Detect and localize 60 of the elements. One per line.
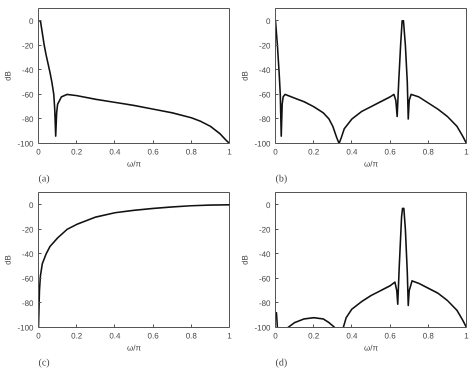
x-tick-label: 1 <box>227 332 232 340</box>
x-tick-label: 0 <box>36 148 42 156</box>
x-tick-label: 0.4 <box>346 332 358 340</box>
x-tick-label: 0.2 <box>71 148 83 156</box>
x-tick-label: 0.6 <box>384 332 396 340</box>
x-tick-label: 0.6 <box>384 148 396 156</box>
x-axis-title: ω/π <box>127 160 142 168</box>
y-axis-title: dB <box>240 71 250 81</box>
x-tick-label: 0 <box>273 332 278 340</box>
y-axis-title: dB <box>3 71 12 81</box>
x-tick-label: 0.2 <box>71 332 83 340</box>
x-tick-label: 0.6 <box>148 148 160 156</box>
y-tick-label: -100 <box>17 140 34 148</box>
x-tick-label: 0.2 <box>308 148 320 156</box>
x-tick-label: 0.8 <box>422 148 434 156</box>
x-tick-label: 0.2 <box>308 332 320 340</box>
x-tick-label: 1 <box>464 332 470 340</box>
y-tick-label: 0 <box>266 200 272 210</box>
y-tick-label: -80 <box>22 298 34 308</box>
y-tick-label: -20 <box>258 225 272 234</box>
x-tick-label: 0 <box>36 332 42 340</box>
x-tick-label: 0.4 <box>109 332 122 340</box>
y-tick-label: -20 <box>22 225 34 234</box>
y-tick-label: -80 <box>258 298 272 308</box>
text: (c) <box>38 358 50 368</box>
x-axis-title: ω/π <box>364 160 378 168</box>
x-tick-label: 0.8 <box>186 148 198 156</box>
y-tick-label: 0 <box>29 16 34 26</box>
x-tick-label: 0.8 <box>186 332 198 340</box>
y-tick-label: -20 <box>22 41 34 50</box>
y-tick-label: -100 <box>17 324 34 332</box>
y-tick-label: -100 <box>254 324 272 332</box>
y-tick-label: -20 <box>258 41 272 50</box>
text: (a) <box>38 174 50 184</box>
y-tick-label: -60 <box>258 90 272 100</box>
y-tick-label: -80 <box>22 114 34 124</box>
y-tick-label: 0 <box>29 200 34 210</box>
y-tick-label: -40 <box>22 250 34 259</box>
y-tick-label: -60 <box>22 274 34 284</box>
y-tick-label: -80 <box>258 114 272 124</box>
x-tick-label: 0.4 <box>109 148 122 156</box>
x-tick-label: 0.4 <box>346 148 358 156</box>
x-tick-label: 0.8 <box>422 332 434 340</box>
x-tick-label: 0.6 <box>148 332 160 340</box>
y-tick-label: -40 <box>258 66 272 75</box>
y-axis-title: dB <box>240 255 250 265</box>
y-tick-label: -40 <box>22 66 34 75</box>
text: (d) <box>276 358 288 368</box>
x-axis-title: ω/π <box>127 344 142 352</box>
text: (b) <box>276 174 288 184</box>
y-tick-label: 0 <box>266 16 272 26</box>
y-tick-label: -60 <box>22 90 34 100</box>
y-axis-title: dB <box>3 255 12 265</box>
y-tick-label: -60 <box>258 274 272 284</box>
x-axis-title: ω/π <box>364 344 378 352</box>
x-tick-label: 1 <box>464 148 470 156</box>
x-tick-label: 1 <box>227 148 232 156</box>
y-tick-label: -40 <box>258 250 272 259</box>
x-tick-label: 0 <box>273 148 278 156</box>
y-tick-label: -100 <box>254 140 272 148</box>
